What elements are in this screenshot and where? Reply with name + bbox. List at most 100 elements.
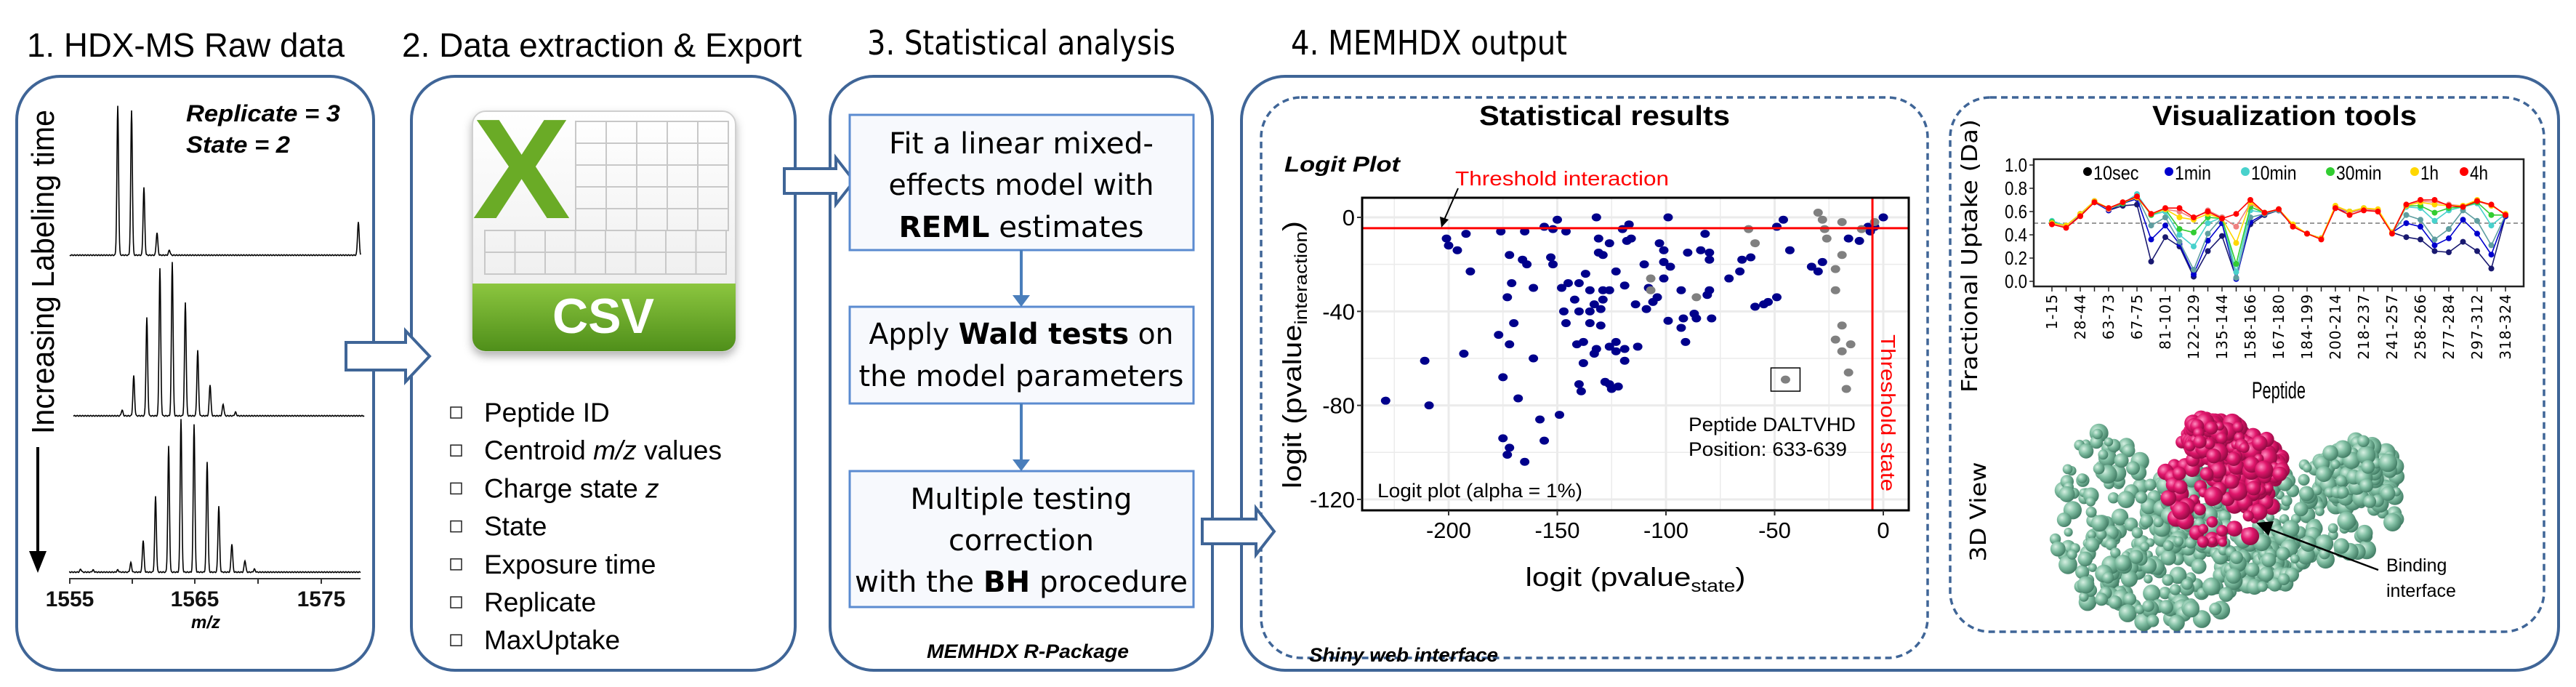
peptide-point-nonsignificant[interactable] bbox=[1691, 293, 1702, 302]
uptake-legend-item[interactable]: 10sec bbox=[2083, 162, 2139, 184]
peptide-point-significant[interactable] bbox=[1496, 227, 1506, 236]
peptide-point-significant[interactable] bbox=[1580, 270, 1590, 278]
peptide-point-significant[interactable] bbox=[1598, 251, 1608, 260]
peptide-point-significant[interactable] bbox=[1420, 356, 1430, 365]
peptide-point-significant[interactable] bbox=[1424, 401, 1434, 410]
peptide-point-significant[interactable] bbox=[1750, 302, 1760, 311]
peptide-point-significant[interactable] bbox=[1604, 342, 1614, 351]
peptide-point-significant[interactable] bbox=[1659, 246, 1669, 254]
peptide-point-significant[interactable] bbox=[1548, 260, 1558, 269]
peptide-point-nonsignificant[interactable] bbox=[1843, 368, 1853, 377]
peptide-point-significant[interactable] bbox=[1539, 436, 1550, 445]
checkbox-icon[interactable] bbox=[450, 482, 462, 495]
peptide-point-significant[interactable] bbox=[1817, 257, 1827, 266]
peptide-point-nonsignificant[interactable] bbox=[1817, 215, 1827, 224]
peptide-point-significant[interactable] bbox=[1505, 340, 1515, 349]
peptide-point-significant[interactable] bbox=[1659, 274, 1669, 283]
peptide-point-significant[interactable] bbox=[1735, 267, 1745, 276]
peptide-point-nonsignificant[interactable] bbox=[1750, 239, 1760, 248]
peptide-point-significant[interactable] bbox=[1611, 347, 1621, 355]
peptide-point-nonsignificant[interactable] bbox=[1780, 375, 1790, 384]
peptide-point-significant[interactable] bbox=[1704, 248, 1715, 257]
peptide-point-significant[interactable] bbox=[1654, 239, 1665, 248]
peptide-point-significant[interactable] bbox=[1619, 345, 1630, 353]
peptide-point-significant[interactable] bbox=[1585, 318, 1595, 327]
peptide-point-significant[interactable] bbox=[1553, 215, 1562, 224]
peptide-point-significant[interactable] bbox=[1507, 279, 1517, 288]
peptide-point-significant[interactable] bbox=[1681, 337, 1691, 346]
peptide-point-significant[interactable] bbox=[1854, 236, 1864, 245]
peptide-point-significant[interactable] bbox=[1663, 213, 1673, 222]
peptide-point-nonsignificant[interactable] bbox=[1830, 335, 1840, 344]
peptide-point-significant[interactable] bbox=[1771, 222, 1782, 231]
checkbox-icon[interactable] bbox=[450, 596, 462, 608]
peptide-point-significant[interactable] bbox=[1452, 246, 1462, 254]
peptide-point-significant[interactable] bbox=[1561, 318, 1571, 327]
peptide-point-significant[interactable] bbox=[1459, 350, 1469, 358]
peptide-point-significant[interactable] bbox=[1630, 300, 1641, 309]
peptide-point-significant[interactable] bbox=[1700, 230, 1710, 238]
peptide-point-significant[interactable] bbox=[1563, 279, 1573, 288]
peptide-point-nonsignificant[interactable] bbox=[1837, 321, 1847, 330]
peptide-point-significant[interactable] bbox=[1737, 255, 1747, 264]
peptide-point-significant[interactable] bbox=[1578, 358, 1588, 367]
peptide-point-nonsignificant[interactable] bbox=[1846, 340, 1856, 349]
peptide-point-significant[interactable] bbox=[1619, 281, 1630, 290]
uptake-legend-item[interactable]: 4h bbox=[2460, 162, 2488, 184]
peptide-point-significant[interactable] bbox=[1626, 234, 1636, 243]
peptide-point-significant[interactable] bbox=[1595, 305, 1606, 313]
peptide-point-significant[interactable] bbox=[1465, 267, 1476, 276]
peptide-point-significant[interactable] bbox=[1806, 262, 1816, 271]
peptide-point-significant[interactable] bbox=[1843, 234, 1853, 243]
peptide-point-significant[interactable] bbox=[1554, 411, 1564, 419]
peptide-point-significant[interactable] bbox=[1535, 415, 1545, 424]
checkbox-icon[interactable] bbox=[450, 558, 462, 571]
peptide-point-significant[interactable] bbox=[1878, 213, 1888, 222]
peptide-point-significant[interactable] bbox=[1574, 380, 1584, 389]
peptide-point-significant[interactable] bbox=[1591, 213, 1601, 222]
peptide-point-significant[interactable] bbox=[1676, 324, 1686, 332]
peptide-point-nonsignificant[interactable] bbox=[1813, 209, 1823, 217]
peptide-point-significant[interactable] bbox=[1704, 255, 1715, 264]
peptide-point-significant[interactable] bbox=[1494, 331, 1504, 340]
peptide-point-significant[interactable] bbox=[1578, 337, 1588, 346]
peptide-point-significant[interactable] bbox=[1502, 451, 1513, 459]
peptide-point-significant[interactable] bbox=[1513, 394, 1524, 403]
peptide-point-significant[interactable] bbox=[1778, 215, 1788, 224]
peptide-point-significant[interactable] bbox=[1659, 257, 1669, 266]
peptide-point-significant[interactable] bbox=[1520, 457, 1530, 466]
uptake-legend-item[interactable]: 10min bbox=[2241, 162, 2297, 184]
peptide-point-significant[interactable] bbox=[1641, 305, 1651, 313]
checkbox-icon[interactable] bbox=[450, 520, 462, 533]
peptide-point-significant[interactable] bbox=[1556, 284, 1566, 292]
peptide-point-nonsignificant[interactable] bbox=[1837, 251, 1847, 260]
peptide-point-significant[interactable] bbox=[1707, 314, 1717, 323]
peptide-point-significant[interactable] bbox=[1585, 307, 1595, 316]
peptide-point-significant[interactable] bbox=[1595, 321, 1606, 330]
peptide-point-significant[interactable] bbox=[1813, 267, 1823, 276]
peptide-point-significant[interactable] bbox=[1663, 316, 1673, 325]
peptide-point-significant[interactable] bbox=[1539, 222, 1550, 231]
peptide-point-significant[interactable] bbox=[1633, 342, 1643, 351]
peptide-point-significant[interactable] bbox=[1604, 286, 1614, 294]
peptide-point-significant[interactable] bbox=[1561, 227, 1571, 236]
peptide-point-significant[interactable] bbox=[1598, 286, 1608, 294]
checkbox-icon[interactable] bbox=[450, 406, 462, 419]
peptide-point-significant[interactable] bbox=[1520, 227, 1530, 236]
peptide-point-significant[interactable] bbox=[1502, 293, 1513, 302]
peptide-point-significant[interactable] bbox=[1639, 260, 1649, 269]
peptide-point-significant[interactable] bbox=[1529, 284, 1539, 292]
peptide-point-significant[interactable] bbox=[1724, 274, 1734, 283]
peptide-point-nonsignificant[interactable] bbox=[1830, 286, 1840, 294]
peptide-point-significant[interactable] bbox=[1505, 443, 1515, 452]
uptake-legend-item[interactable]: 30min bbox=[2326, 162, 2382, 184]
peptide-point-significant[interactable] bbox=[1498, 434, 1508, 443]
peptide-point-significant[interactable] bbox=[1576, 387, 1586, 395]
peptide-point-significant[interactable] bbox=[1444, 241, 1454, 250]
peptide-point-significant[interactable] bbox=[1604, 239, 1614, 248]
peptide-point-significant[interactable] bbox=[1589, 300, 1599, 309]
peptide-point-significant[interactable] bbox=[1746, 253, 1756, 262]
uptake-legend-item[interactable]: 1min bbox=[2165, 162, 2211, 184]
peptide-point-significant[interactable] bbox=[1498, 373, 1508, 382]
peptide-point-significant[interactable] bbox=[1558, 307, 1569, 316]
